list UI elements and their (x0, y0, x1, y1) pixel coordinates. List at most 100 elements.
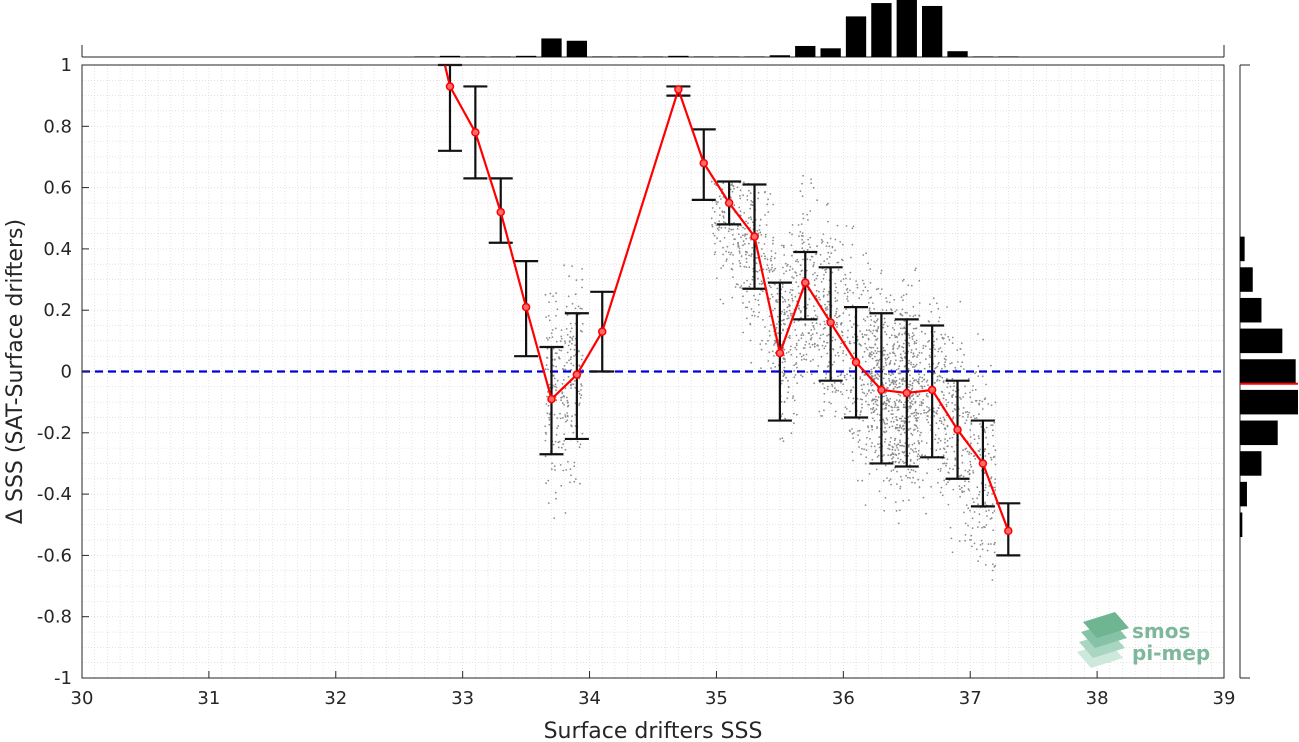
scatter-point (898, 386, 900, 388)
scatter-point (987, 491, 990, 494)
scatter-point (734, 286, 737, 288)
scatter-point (557, 441, 560, 444)
scatter-point (948, 392, 951, 394)
x-tick-label: 36 (832, 688, 855, 709)
scatter-point (748, 254, 750, 257)
scatter-point (949, 526, 952, 529)
scatter-point (566, 314, 569, 316)
top-hist-bar (896, 0, 917, 57)
scatter-point (787, 379, 789, 382)
scatter-point (917, 478, 920, 481)
scatter-point (861, 356, 864, 358)
scatter-point (722, 221, 725, 223)
scatter-point (724, 221, 727, 224)
scatter-point (913, 340, 916, 343)
scatter-point (551, 462, 553, 465)
scatter-point (795, 260, 797, 263)
scatter-point (825, 245, 828, 248)
scatter-point (971, 389, 974, 392)
scatter-point (851, 402, 854, 405)
scatter-point (758, 282, 761, 285)
scatter-point (767, 198, 769, 201)
mean-marker (927, 385, 937, 395)
scatter-point (970, 442, 972, 445)
scatter-point (813, 345, 816, 348)
scatter-point (579, 307, 582, 310)
scatter-point (908, 443, 910, 446)
scatter-point (951, 336, 954, 339)
scatter-point (871, 417, 874, 420)
scatter-point (851, 432, 854, 435)
scatter-point (922, 347, 925, 349)
scatter-point (894, 501, 897, 503)
scatter-point (898, 365, 901, 368)
scatter-point (546, 412, 549, 415)
scatter-point (788, 269, 791, 271)
scatter-point (865, 334, 868, 336)
scatter-point (871, 442, 873, 444)
scatter-point (892, 348, 894, 351)
scatter-point (749, 339, 752, 342)
scatter-point (566, 405, 569, 408)
scatter-point (780, 400, 783, 403)
scatter-point (772, 239, 774, 242)
scatter-point (580, 389, 582, 391)
scatter-point (963, 353, 965, 356)
scatter-point (918, 351, 921, 354)
scatter-point (936, 302, 938, 305)
scatter-point (813, 382, 816, 385)
scatter-point (745, 237, 748, 240)
scatter-point (553, 517, 556, 519)
scatter-point (985, 510, 988, 512)
scatter-point (558, 440, 561, 443)
scatter-point (861, 403, 863, 406)
scatter-point (723, 236, 726, 239)
scatter-point (949, 385, 952, 388)
scatter-point (784, 290, 787, 293)
scatter-point (920, 401, 923, 403)
scatter-point (937, 350, 940, 353)
scatter-point (909, 380, 911, 383)
scatter-point (916, 356, 918, 358)
scatter-point (774, 366, 777, 368)
scatter-point (901, 359, 904, 362)
scatter-point (952, 468, 954, 470)
scatter-point (991, 569, 994, 572)
scatter-point (763, 243, 766, 245)
scatter-point (567, 295, 570, 298)
scatter-point (927, 410, 929, 413)
scatter-point (977, 503, 979, 506)
scatter-point (894, 310, 897, 313)
scatter-point (937, 468, 940, 471)
scatter-point (915, 414, 917, 416)
scatter-point (727, 251, 730, 254)
scatter-point (571, 383, 573, 385)
scatter-point (897, 429, 900, 432)
mean-marker (496, 207, 505, 217)
scatter-point (994, 463, 997, 466)
scatter-point (566, 399, 569, 402)
scatter-point (874, 400, 877, 403)
scatter-point (845, 277, 847, 280)
scatter-point (972, 471, 975, 474)
scatter-point (907, 468, 910, 471)
scatter-point (824, 345, 827, 347)
scatter-point (824, 326, 826, 329)
scatter-point (827, 385, 829, 388)
scatter-point (915, 267, 917, 270)
scatter-point (870, 384, 873, 387)
scatter-point (882, 349, 885, 352)
scatter-point (570, 424, 572, 427)
scatter-point (548, 383, 551, 386)
scatter-point (945, 403, 948, 406)
scatter-point (739, 265, 742, 268)
scatter-point (893, 400, 896, 403)
scatter-point (750, 255, 752, 257)
scatter-point (865, 449, 868, 451)
scatter-point (975, 417, 978, 419)
scatter-point (917, 380, 920, 383)
scatter-point (566, 419, 569, 422)
scatter-point (900, 444, 903, 447)
scatter-point (909, 384, 912, 386)
scatter-point (988, 509, 990, 512)
